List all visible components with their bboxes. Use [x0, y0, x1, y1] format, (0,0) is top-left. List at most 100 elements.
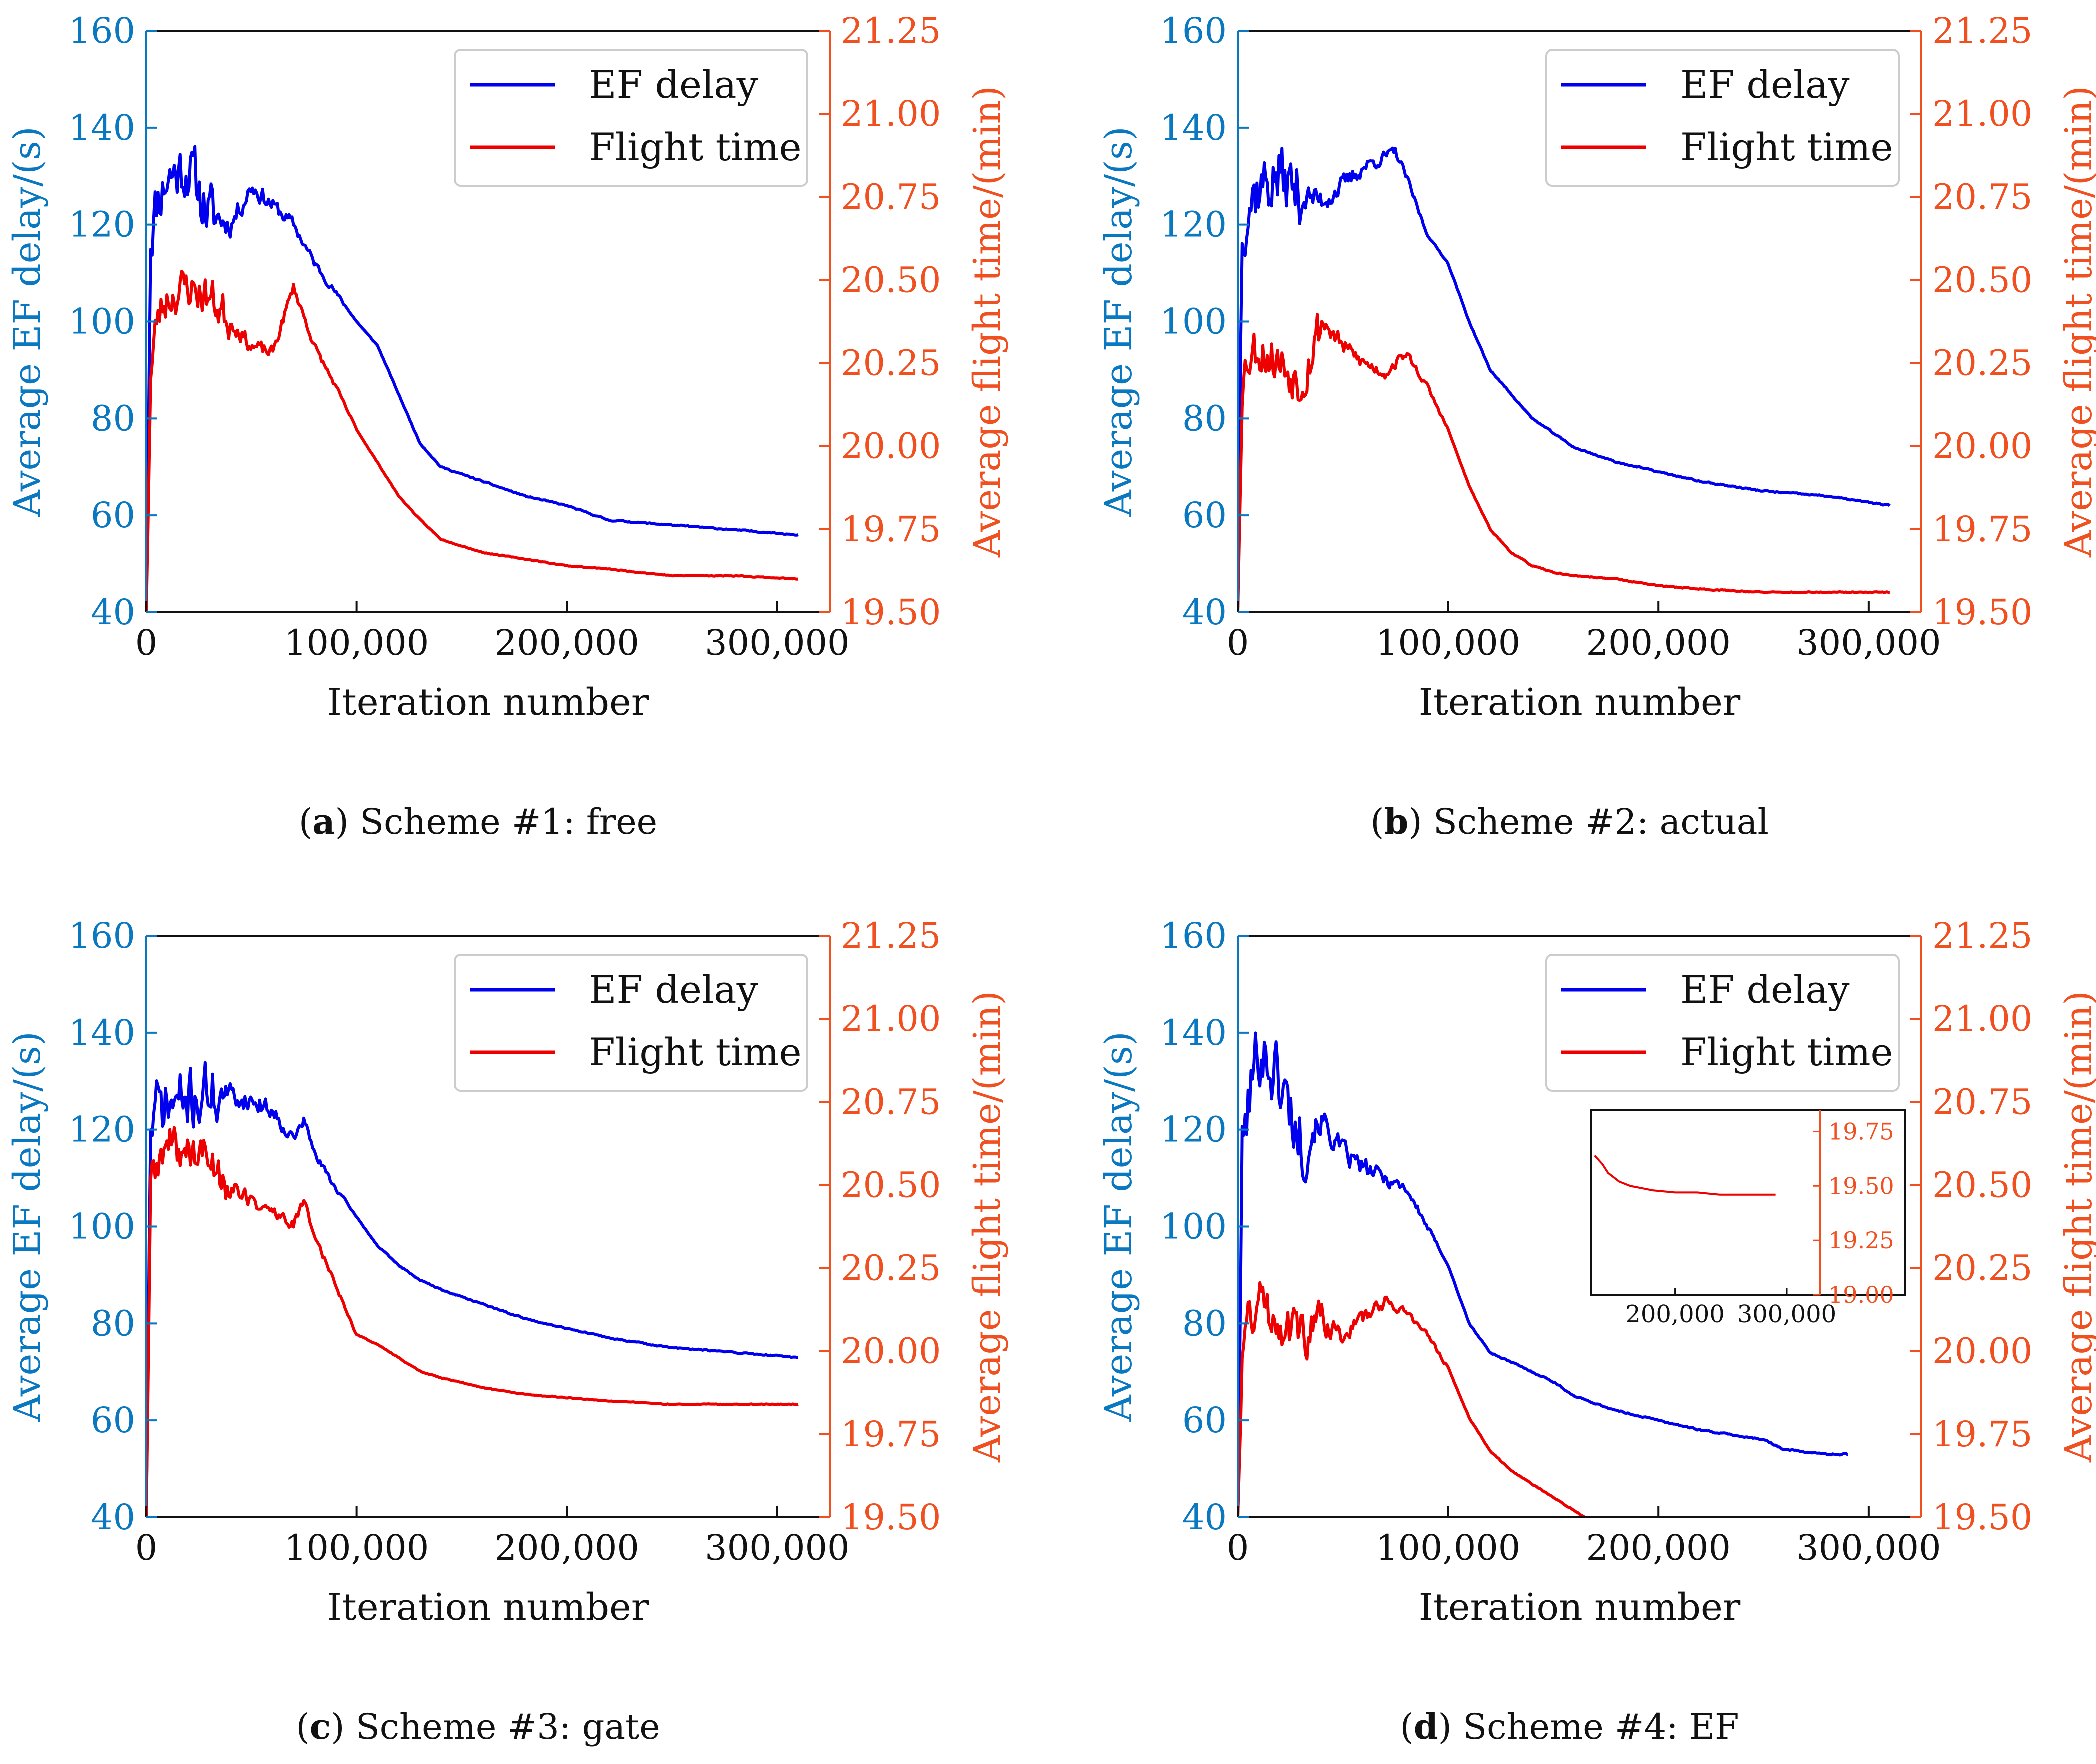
- left-y-tick-label: 120: [1160, 1109, 1227, 1150]
- right-y-tick-label: 19.75: [841, 509, 941, 550]
- flight-time-line: [146, 1126, 799, 1517]
- legend-ef-delay-label: EF delay: [589, 967, 758, 1012]
- left-y-tick-label: 60: [1182, 495, 1227, 536]
- right-y-tick-label: 21.00: [841, 998, 941, 1039]
- x-axis-label: Iteration number: [1419, 681, 1741, 724]
- x-tick-label: 200,000: [494, 1527, 639, 1568]
- right-y-tick-label: 20.50: [841, 259, 941, 300]
- left-y-tick-label: 40: [91, 1497, 136, 1538]
- right-y-tick-label: 20.25: [1932, 343, 2032, 384]
- inset-y-tick-label: 19.50: [1828, 1172, 1894, 1199]
- left-y-tick-label: 100: [1160, 301, 1227, 342]
- x-tick-label: 0: [1227, 1527, 1250, 1568]
- right-y-tick-label: 20.00: [841, 1331, 941, 1372]
- chart-panel-2: 0 100,000 200,000 300,000 40 60 80 100 120 140 160…: [1098, 10, 2096, 842]
- right-y-tick-label: 20.50: [841, 1164, 941, 1205]
- left-y-tick-label: 140: [68, 1012, 136, 1053]
- left-y-tick-label: 80: [91, 398, 136, 439]
- legend-flight-time-label: Flight time: [1680, 1030, 1894, 1074]
- left-y-tick-label: 120: [1160, 204, 1227, 245]
- inset-x-tick-label: 200,000: [1626, 1300, 1725, 1328]
- right-y-axis-label: Average flight time/(min): [2058, 86, 2096, 558]
- left-y-tick-label: 100: [68, 301, 136, 342]
- right-y-tick-label: 20.50: [1932, 259, 2032, 300]
- x-axis-label: Iteration number: [1419, 1586, 1741, 1629]
- flight-time-line: [1238, 313, 1890, 612]
- right-y-tick-label: 20.75: [1932, 1081, 2032, 1122]
- legend-ef-delay-label: EF delay: [1680, 967, 1850, 1012]
- left-y-tick-label: 60: [91, 495, 136, 536]
- right-y-tick-label: 21.25: [841, 10, 941, 51]
- ef-delay-line: [1238, 146, 1891, 612]
- caption-letter: b: [1384, 801, 1408, 842]
- left-y-tick-label: 100: [1160, 1206, 1227, 1247]
- right-y-tick-label: 19.75: [1932, 509, 2032, 550]
- right-y-axis-label: Average flight time/(min): [966, 991, 1009, 1463]
- caption-letter: d: [1414, 1706, 1438, 1747]
- ef-delay-line: [146, 145, 799, 612]
- left-y-tick-label: 140: [1160, 107, 1227, 148]
- chart-panel-1: 0 100,000 200,000 300,000 40 60 80 100 120 140 160…: [6, 10, 1009, 842]
- x-tick-label: 100,000: [1376, 622, 1520, 663]
- right-y-tick-label: 21.00: [1932, 998, 2032, 1039]
- inset-flight-time-line: [1594, 1155, 1776, 1196]
- x-tick-label: 100,000: [284, 1527, 429, 1568]
- legend-ef-delay-label: EF delay: [1680, 62, 1850, 107]
- right-y-tick-label: 20.00: [841, 426, 941, 467]
- panel-caption: (c) Scheme #3: gate: [296, 1706, 660, 1747]
- x-tick-label: 200,000: [1586, 622, 1730, 663]
- right-y-axis-label: Average flight time/(min): [2058, 991, 2096, 1463]
- right-y-tick-label: 20.00: [1932, 426, 2032, 467]
- panel-caption: (b) Scheme #2: actual: [1370, 801, 1769, 842]
- left-y-tick-label: 80: [1182, 1303, 1227, 1344]
- left-y-tick-label: 160: [68, 915, 136, 956]
- x-axis-label: Iteration number: [328, 1586, 650, 1629]
- inset-y-tick-label: 19.75: [1828, 1118, 1894, 1145]
- caption-text: Scheme #1: free: [360, 801, 658, 842]
- right-y-tick-label: 19.75: [1932, 1414, 2032, 1455]
- x-tick-label: 300,000: [1796, 622, 1941, 663]
- right-y-tick-label: 19.50: [841, 592, 941, 633]
- left-y-tick-label: 60: [1182, 1400, 1227, 1441]
- x-tick-label: 100,000: [1376, 1527, 1520, 1568]
- ef-delay-line: [1238, 1031, 1849, 1517]
- x-tick-label: 200,000: [494, 622, 639, 663]
- inset-y-tick-label: 19.00: [1828, 1281, 1894, 1308]
- left-y-tick-label: 140: [68, 107, 136, 148]
- left-y-tick-label: 160: [1160, 915, 1227, 956]
- x-tick-label: 200,000: [1586, 1527, 1730, 1568]
- left-y-tick-label: 120: [68, 1109, 136, 1150]
- x-tick-label: 300,000: [1796, 1527, 1941, 1568]
- left-y-tick-label: 100: [68, 1206, 136, 1247]
- left-y-tick-label: 80: [1182, 398, 1227, 439]
- left-y-tick-label: 40: [91, 592, 136, 633]
- plot-area: [1238, 1031, 1849, 1517]
- right-y-tick-label: 21.25: [1932, 915, 2032, 956]
- left-y-tick-label: 40: [1182, 592, 1227, 633]
- caption-letter: a: [312, 801, 335, 842]
- right-y-tick-label: 21.25: [1932, 10, 2032, 51]
- right-y-tick-label: 19.75: [841, 1414, 941, 1455]
- left-y-tick-label: 140: [1160, 1012, 1227, 1053]
- left-y-axis-label: Average EF delay/(s): [1098, 126, 1140, 517]
- left-y-axis-label: Average EF delay/(s): [6, 1031, 49, 1422]
- panel-caption: (d) Scheme #4: EF: [1400, 1706, 1739, 1747]
- right-y-tick-label: 20.25: [841, 1248, 941, 1289]
- caption-text: Scheme #4: EF: [1463, 1706, 1739, 1747]
- x-tick-label: 300,000: [705, 622, 850, 663]
- right-y-tick-label: 20.00: [1932, 1331, 2032, 1372]
- right-y-tick-label: 21.00: [841, 93, 941, 134]
- plot-area: [146, 1061, 799, 1517]
- inset-y-tick-label: 19.25: [1828, 1227, 1894, 1254]
- right-y-tick-label: 19.50: [1932, 1497, 2032, 1538]
- flight-time-line: [1238, 1281, 1586, 1517]
- x-tick-label: 0: [136, 1527, 158, 1568]
- left-y-tick-label: 160: [68, 10, 136, 51]
- x-tick-label: 100,000: [284, 622, 429, 663]
- right-y-tick-label: 21.25: [841, 915, 941, 956]
- left-y-tick-label: 160: [1160, 10, 1227, 51]
- panel-caption: (a) Scheme #1: free: [299, 801, 658, 842]
- left-y-tick-label: 60: [91, 1400, 136, 1441]
- legend-flight-time-label: Flight time: [1680, 125, 1894, 169]
